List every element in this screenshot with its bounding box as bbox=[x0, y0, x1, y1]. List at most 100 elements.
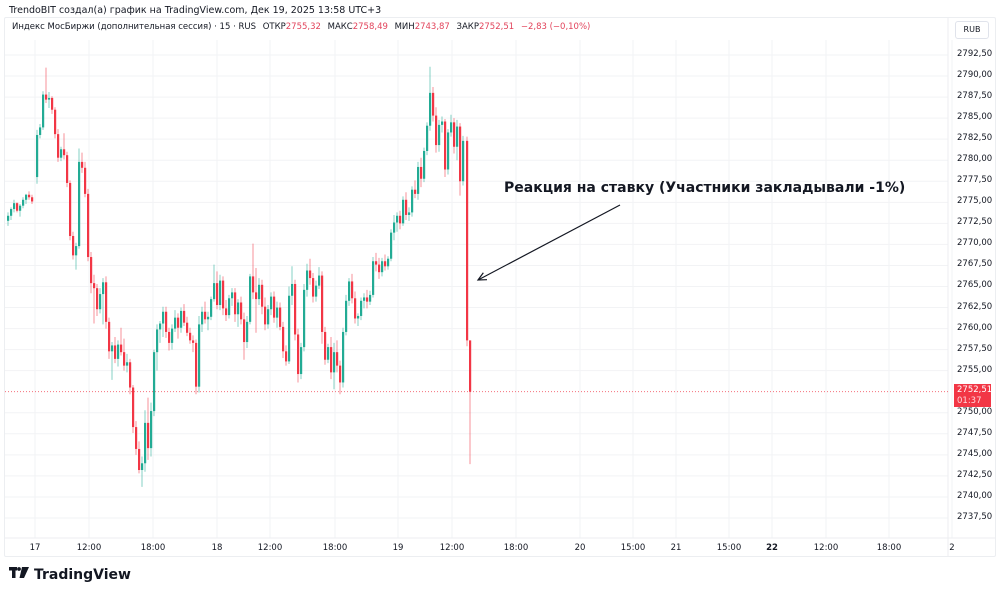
candle-down bbox=[375, 261, 378, 265]
price-label: 2747,50 bbox=[957, 427, 993, 438]
candle-down bbox=[120, 344, 123, 353]
price-label: 2777,50 bbox=[957, 175, 993, 186]
candle-up bbox=[390, 232, 393, 259]
candle-up bbox=[423, 150, 426, 179]
candle-up bbox=[363, 297, 366, 301]
candle-up bbox=[150, 411, 153, 449]
candle-down bbox=[189, 332, 192, 341]
candle-up bbox=[369, 294, 372, 302]
candle-up bbox=[36, 134, 39, 178]
close-value: 2752,51 bbox=[478, 22, 515, 32]
candle-up bbox=[237, 302, 240, 315]
arrow-head-icon bbox=[476, 272, 488, 281]
candle-down bbox=[466, 140, 469, 341]
candle-down bbox=[435, 115, 438, 146]
price-label: 2780,00 bbox=[957, 154, 993, 165]
price-label: 2790,00 bbox=[957, 70, 993, 81]
candle-down bbox=[459, 126, 462, 182]
candle-down bbox=[114, 345, 117, 359]
candle-up bbox=[270, 296, 273, 310]
candle-down bbox=[195, 342, 198, 387]
candle-down bbox=[129, 362, 132, 388]
candle-up bbox=[201, 311, 204, 325]
annotation-text[interactable]: Реакция на ставку (Участники закладывали… bbox=[504, 180, 906, 196]
candle-down bbox=[273, 296, 276, 318]
tradingview-logo[interactable]: TradingView bbox=[9, 567, 131, 583]
candle-up bbox=[276, 307, 279, 318]
candle-up bbox=[162, 311, 165, 324]
chart-frame[interactable] bbox=[4, 17, 996, 557]
candle-up bbox=[246, 321, 249, 343]
time-label: 22 bbox=[766, 543, 778, 553]
candle-up bbox=[117, 344, 120, 359]
candle-up bbox=[126, 362, 129, 366]
candle-up bbox=[306, 270, 309, 290]
candle-up bbox=[7, 215, 10, 221]
time-label: 17 bbox=[29, 543, 41, 553]
price-label: 2742,50 bbox=[957, 469, 993, 480]
close-label: ЗАКР bbox=[456, 22, 479, 32]
price-label: 2750,00 bbox=[957, 406, 993, 417]
symbol-name[interactable]: Индекс МосБиржи (дополнительная сессия) … bbox=[12, 22, 256, 32]
time-label: 18:00 bbox=[140, 543, 166, 553]
candle-up bbox=[258, 284, 261, 300]
candle-down bbox=[204, 311, 207, 320]
candle-up bbox=[357, 315, 360, 319]
candle-down bbox=[72, 235, 75, 256]
candle-up bbox=[99, 294, 102, 310]
candle-down bbox=[312, 278, 315, 297]
candle-up bbox=[19, 205, 22, 211]
price-label: 2760,00 bbox=[957, 322, 993, 333]
time-label: 12:00 bbox=[439, 543, 465, 553]
change-value: −2,83 (−0,10%) bbox=[520, 22, 591, 32]
open-value: 2755,32 bbox=[285, 22, 321, 32]
candle-down bbox=[168, 331, 171, 343]
last-price-value: 2752,51 bbox=[957, 385, 993, 395]
candle-up bbox=[342, 331, 345, 383]
candle-up bbox=[75, 246, 78, 256]
time-label: 18:00 bbox=[876, 543, 902, 553]
price-label: 2755,00 bbox=[957, 364, 993, 375]
price-label: 2785,00 bbox=[957, 112, 993, 123]
candle-up bbox=[219, 280, 222, 306]
candle-down bbox=[87, 193, 90, 258]
candle-down bbox=[63, 149, 66, 156]
candle-down bbox=[330, 347, 333, 373]
candle-up bbox=[393, 222, 396, 233]
candle-down bbox=[132, 387, 135, 428]
price-label: 2772,50 bbox=[957, 217, 993, 228]
candle-down bbox=[378, 264, 381, 273]
low-value: 2743,87 bbox=[414, 22, 450, 32]
candle-up bbox=[231, 292, 234, 299]
candle-down bbox=[420, 166, 423, 179]
candle-up bbox=[291, 283, 294, 296]
candle-up bbox=[411, 189, 414, 213]
candle-down bbox=[453, 122, 456, 147]
candle-up bbox=[13, 203, 16, 210]
candle-up bbox=[318, 275, 321, 286]
candle-down bbox=[69, 182, 72, 236]
candle-down bbox=[135, 427, 138, 449]
candle-down bbox=[54, 109, 57, 135]
candle-down bbox=[216, 283, 219, 306]
time-label: 18 bbox=[211, 543, 223, 553]
currency-button[interactable]: RUB bbox=[955, 21, 989, 39]
candle-up bbox=[144, 422, 147, 464]
candle-down bbox=[252, 276, 255, 293]
candle-down bbox=[147, 422, 150, 449]
candle-down bbox=[469, 340, 472, 392]
candle-down bbox=[16, 203, 19, 211]
candle-up bbox=[360, 300, 363, 316]
candle-down bbox=[294, 283, 297, 335]
annotation-arrow[interactable] bbox=[477, 204, 621, 281]
candle-down bbox=[28, 194, 31, 198]
candle-down bbox=[309, 270, 312, 279]
high-value: 2758,49 bbox=[352, 22, 388, 32]
candle-up bbox=[39, 127, 42, 135]
candle-up bbox=[102, 282, 105, 295]
price-label: 2745,00 bbox=[957, 448, 993, 459]
candle-up bbox=[402, 199, 405, 224]
candle-down bbox=[261, 284, 264, 307]
candle-up bbox=[207, 316, 210, 320]
